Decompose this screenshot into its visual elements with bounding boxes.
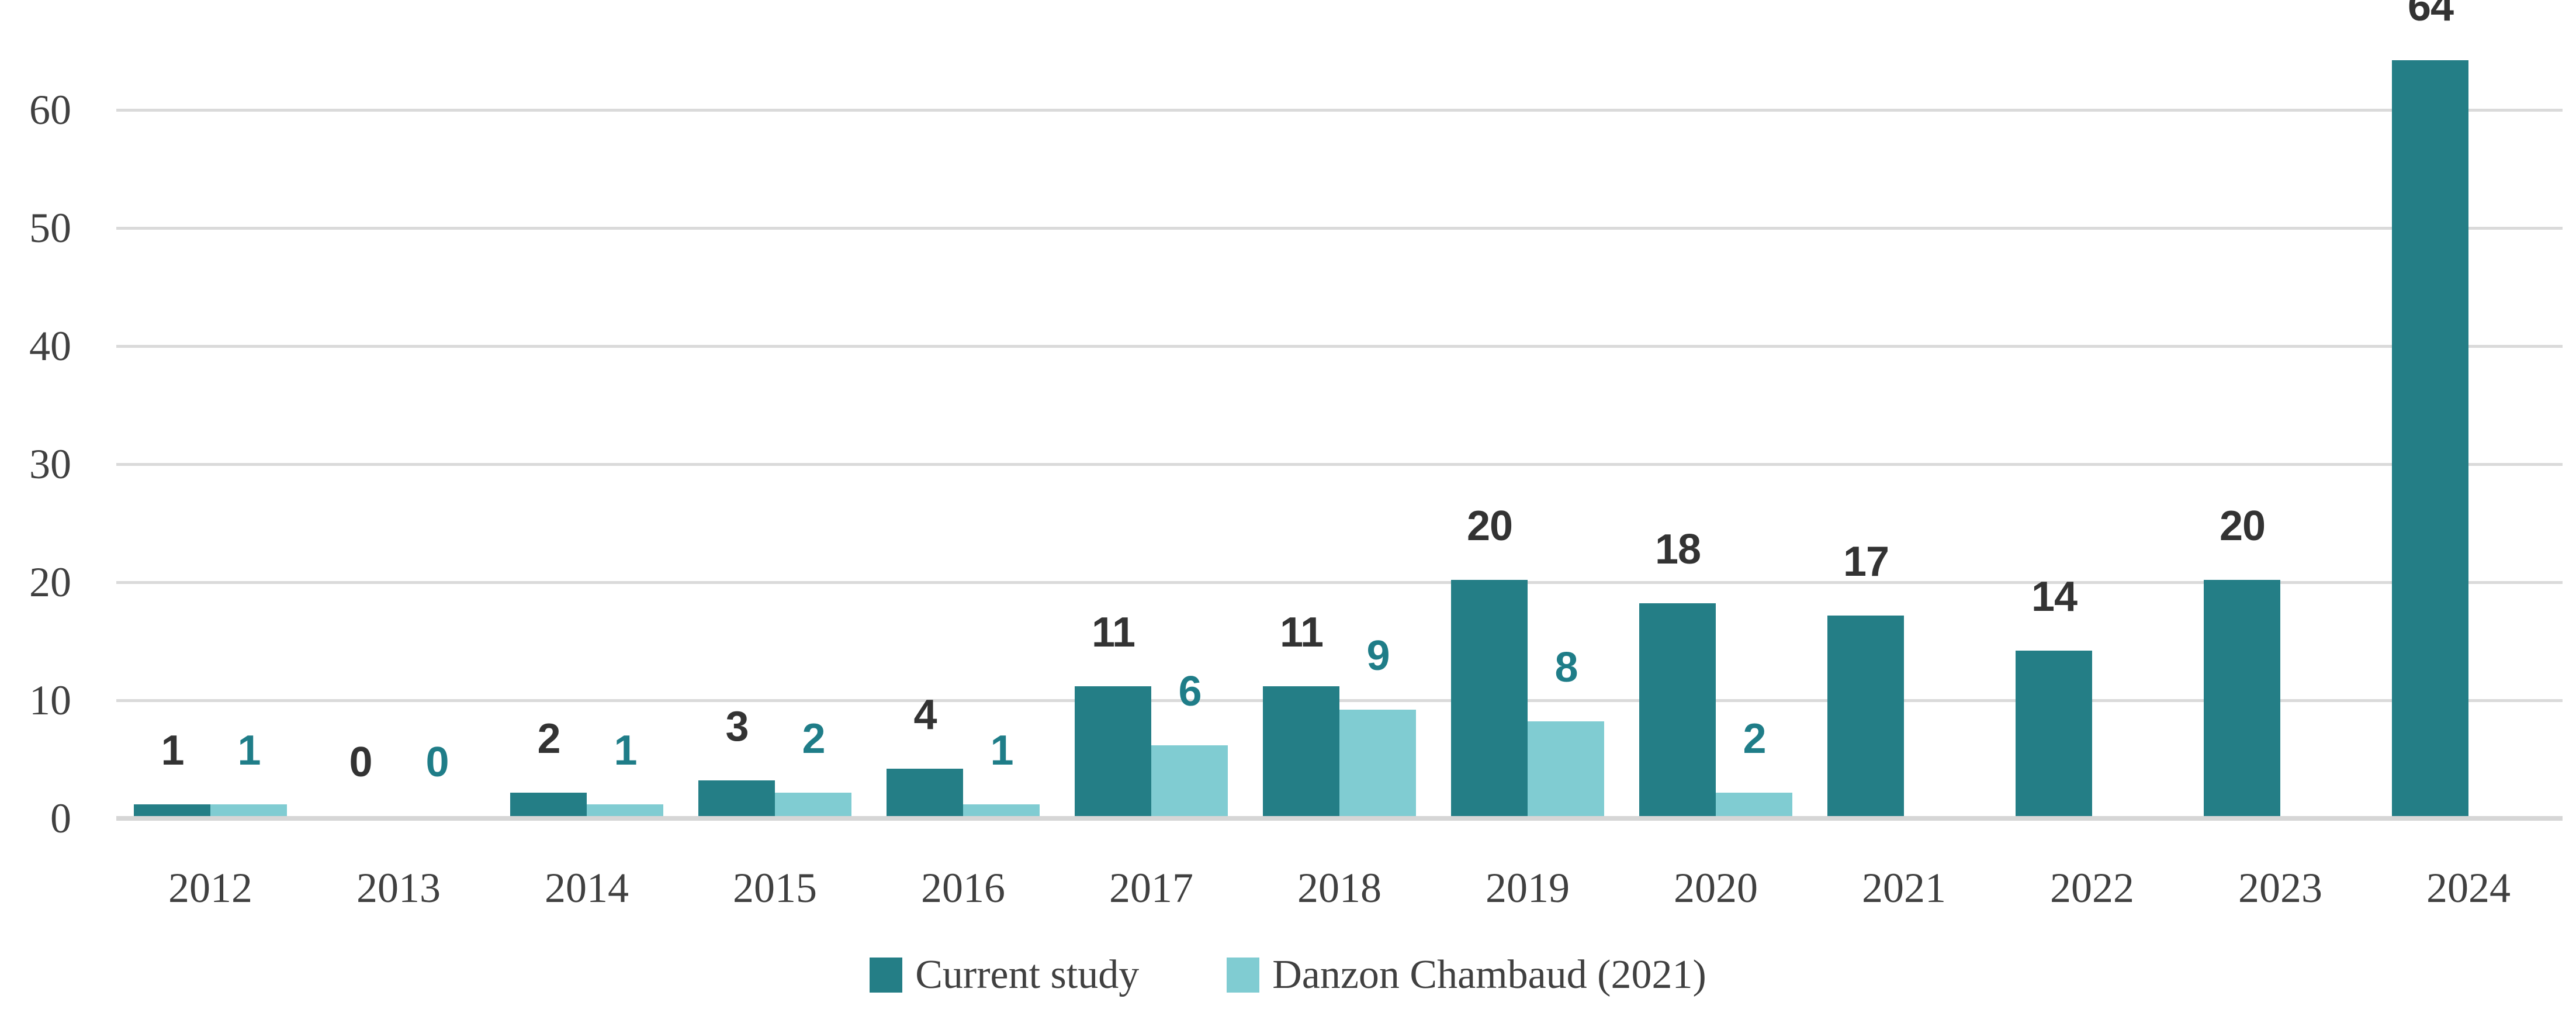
bar-current-2018: [1263, 686, 1339, 816]
bar-danzon-2016: [963, 804, 1040, 816]
x-tick-label-2023: 2023: [2238, 865, 2322, 911]
bar-current-2024: [2392, 60, 2468, 816]
value-label-current-2018: 11: [1279, 609, 1324, 656]
value-label-current-2013: 0: [349, 739, 372, 786]
bar-current-2016: [887, 769, 963, 816]
bar-danzon-2018: [1339, 710, 1416, 816]
value-label-danzon-2013: 0: [425, 739, 449, 786]
x-tick-label-2022: 2022: [2050, 865, 2134, 911]
x-tick-label-2020: 2020: [1674, 865, 1758, 911]
x-tick-label-2018: 2018: [1297, 865, 1382, 911]
value-label-current-2022: 14: [2031, 573, 2078, 620]
gridline-y-50: [116, 227, 2563, 230]
bar-current-2022: [2016, 651, 2092, 816]
x-tick-label-2015: 2015: [733, 865, 817, 911]
bar-current-2015: [698, 780, 775, 816]
x-tick-label-2016: 2016: [921, 865, 1005, 911]
y-tick-label-50: 50: [29, 205, 71, 251]
value-label-current-2016: 4: [913, 692, 937, 738]
legend-label-current-study: Current study: [915, 952, 1140, 997]
x-axis-line: [116, 816, 2563, 821]
bar-current-2019: [1451, 580, 1528, 816]
value-label-danzon-2015: 2: [802, 716, 825, 762]
gridline-y-60: [116, 109, 2563, 112]
y-tick-label-40: 40: [29, 323, 71, 369]
legend-item-danzon-chambaud: Danzon Chambaud (2021): [1227, 952, 1706, 998]
gridline-y-20: [116, 581, 2563, 584]
y-tick-label-60: 60: [29, 87, 71, 133]
bar-current-2014: [510, 793, 587, 816]
bar-danzon-2015: [775, 793, 851, 816]
value-label-danzon-2012: 1: [237, 727, 261, 774]
x-tick-label-2021: 2021: [1862, 865, 1946, 911]
value-label-current-2019: 20: [1466, 503, 1513, 549]
bar-danzon-2019: [1528, 721, 1604, 816]
value-label-current-2020: 18: [1654, 526, 1701, 573]
x-tick-label-2019: 2019: [1486, 865, 1570, 911]
value-label-danzon-2018: 9: [1366, 632, 1390, 679]
value-label-current-2024: 64: [2407, 0, 2454, 30]
gridline-y-30: [116, 463, 2563, 466]
x-tick-label-2024: 2024: [2426, 865, 2511, 911]
value-label-danzon-2020: 2: [1743, 716, 1766, 762]
y-tick-label-20: 20: [29, 559, 71, 606]
legend-swatch-current-study: [870, 958, 903, 993]
value-label-danzon-2016: 1: [990, 727, 1013, 774]
legend-swatch-danzon-chambaud: [1227, 958, 1260, 993]
chart-legend: Current study Danzon Chambaud (2021): [0, 952, 2576, 998]
bar-danzon-2012: [210, 804, 287, 816]
y-tick-label-10: 10: [29, 677, 71, 724]
legend-item-current-study: Current study: [870, 952, 1139, 998]
x-tick-label-2014: 2014: [545, 865, 629, 911]
legend-label-danzon-chambaud: Danzon Chambaud (2021): [1272, 952, 1706, 997]
value-label-current-2015: 3: [725, 703, 749, 750]
y-tick-label-0: 0: [50, 795, 71, 842]
value-label-current-2017: 11: [1091, 609, 1135, 656]
y-tick-label-30: 30: [29, 441, 71, 488]
value-label-current-2012: 1: [161, 727, 184, 774]
bar-current-2020: [1639, 603, 1716, 816]
value-label-danzon-2017: 6: [1178, 668, 1202, 715]
value-label-current-2023: 20: [2219, 503, 2266, 549]
x-tick-label-2013: 2013: [356, 865, 441, 911]
bar-current-2023: [2204, 580, 2280, 816]
gridline-y-10: [116, 699, 2563, 702]
gridline-y-40: [116, 345, 2563, 348]
bar-current-2017: [1075, 686, 1151, 816]
value-label-current-2021: 17: [1843, 538, 1889, 585]
bar-danzon-2014: [587, 804, 663, 816]
x-tick-label-2012: 2012: [168, 865, 252, 911]
value-label-current-2014: 2: [537, 716, 560, 762]
x-tick-label-2017: 2017: [1109, 865, 1193, 911]
value-label-danzon-2014: 1: [614, 727, 637, 774]
bar-current-2012: [134, 804, 210, 816]
bar-danzon-2017: [1151, 745, 1228, 816]
bar-danzon-2020: [1716, 793, 1792, 816]
bar-current-2021: [1827, 616, 1904, 816]
value-label-danzon-2019: 8: [1554, 644, 1578, 691]
